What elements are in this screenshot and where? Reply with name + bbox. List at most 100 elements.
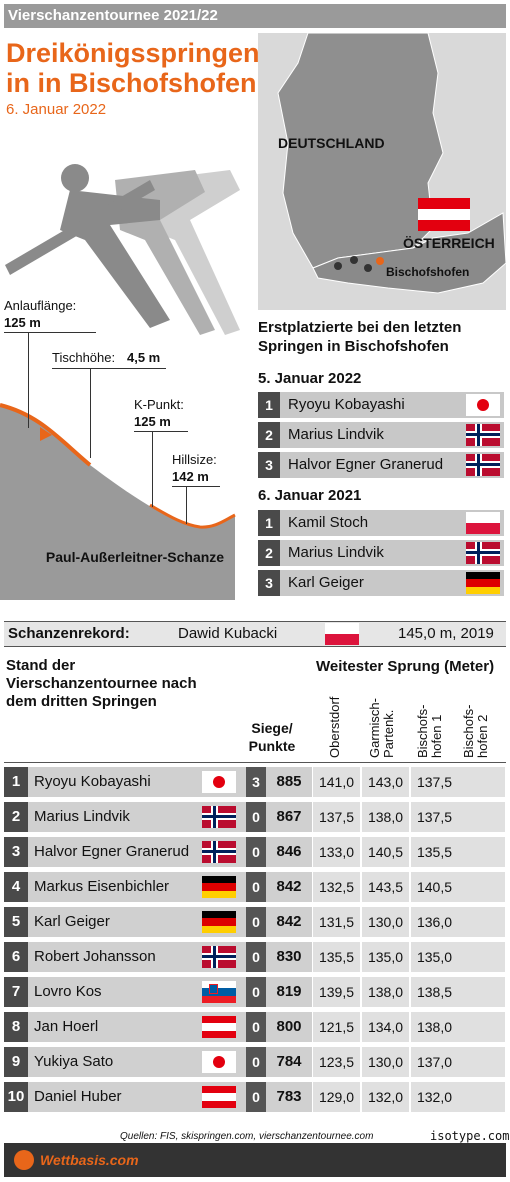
winner-row: 3 Karl Geiger <box>258 570 504 596</box>
row-name: Halvor Egner Granerud <box>34 843 190 860</box>
row-points: 842 <box>269 907 309 937</box>
map: DEUTSCHLAND ÖSTERREICH Bischofshofen <box>258 33 506 310</box>
winner-rank: 2 <box>258 540 280 566</box>
event-date: 6. Januar 2022 <box>6 101 107 118</box>
row-jump-1: 132,5 <box>313 872 360 902</box>
row-wins: 0 <box>246 977 266 1007</box>
winner-row: 1 Kamil Stoch <box>258 510 504 536</box>
row-rank: 10 <box>4 1082 28 1112</box>
flag-de <box>202 876 236 898</box>
row-rank: 2 <box>4 802 28 832</box>
row-jump-3: 138,5 <box>411 977 458 1007</box>
row-name: Karl Geiger <box>34 913 110 930</box>
kpunkt-label: K-Punkt: <box>134 397 184 412</box>
table-row: 9 Yukiya Sato 0 784 123,5 130,0 137,0 <box>4 1047 506 1077</box>
winner-row: 2 Marius Lindvik <box>258 422 504 448</box>
brand-icon <box>14 1150 34 1170</box>
tisch-label: Tischhöhe: <box>52 350 116 365</box>
hillsize-value: 142 m <box>172 469 209 484</box>
table-row: 8 Jan Hoerl 0 800 121,5 134,0 138,0 <box>4 1012 506 1042</box>
anlauf-value: 125 m <box>4 315 41 330</box>
row-name: Robert Johansson <box>34 948 156 965</box>
row-jump-2: 132,0 <box>362 1082 409 1112</box>
row-jump-3: 135,5 <box>411 837 458 867</box>
flag-jp <box>466 394 500 416</box>
row-jump-3: 135,0 <box>411 942 458 972</box>
winner-name: Kamil Stoch <box>288 514 369 531</box>
row-points: 784 <box>269 1047 309 1077</box>
row-jump-4 <box>458 1082 505 1112</box>
row-points: 830 <box>269 942 309 972</box>
row-jump-4 <box>458 942 505 972</box>
winner-name: Karl Geiger <box>288 574 364 591</box>
row-jump-3: 140,5 <box>411 872 458 902</box>
row-jump-2: 138,0 <box>362 802 409 832</box>
row-jump-4 <box>458 907 505 937</box>
row-wins: 0 <box>246 1012 266 1042</box>
country-label-de: DEUTSCHLAND <box>278 135 385 151</box>
winners-date-2: 6. Januar 2021 <box>258 487 362 504</box>
table-row: 4 Markus Eisenbichler 0 842 132,5 143,5 140,5 <box>4 872 506 902</box>
kpunkt-line <box>134 431 188 432</box>
row-wins: 0 <box>246 942 266 972</box>
series-header: Vierschanzentournee 2021/22 <box>4 4 506 28</box>
row-jump-3: 132,0 <box>411 1082 458 1112</box>
row-jump-1: 133,0 <box>313 837 360 867</box>
jumps-header: Weitester Sprung (Meter) <box>316 658 495 675</box>
table-row: 2 Marius Lindvik 0 867 137,5 138,0 137,5 <box>4 802 506 832</box>
row-wins: 0 <box>246 1047 266 1077</box>
flag-jp <box>202 771 236 793</box>
row-wins: 3 <box>246 767 266 797</box>
row-jump-4 <box>458 872 505 902</box>
winner-name: Ryoyu Kobayashi <box>288 396 405 413</box>
row-jump-2: 143,5 <box>362 872 409 902</box>
row-name: Marius Lindvik <box>34 808 130 825</box>
austria-flag <box>418 198 470 231</box>
row-rank: 9 <box>4 1047 28 1077</box>
hillsize-line <box>172 486 220 487</box>
col-header: Bischofs-hofen 2 <box>461 704 490 758</box>
brand-name: Wettbasis.com <box>40 1152 139 1168</box>
winners-date-1: 5. Januar 2022 <box>258 370 362 387</box>
row-jump-1: 121,5 <box>313 1012 360 1042</box>
flag-pl <box>466 512 500 534</box>
footer-bar: Wettbasis.com <box>4 1143 506 1177</box>
col-header: Oberstdorf <box>327 696 342 758</box>
col-header: Bischofs-hofen 1 <box>415 704 444 758</box>
winner-rank: 2 <box>258 422 280 448</box>
flag-no <box>466 542 500 564</box>
row-name: Jan Hoerl <box>34 1018 99 1035</box>
row-wins: 0 <box>246 802 266 832</box>
winner-row: 3 Halvor Egner Granerud <box>258 452 504 478</box>
row-jump-3: 137,5 <box>411 802 458 832</box>
row-name: Markus Eisenbichler <box>34 878 170 895</box>
ski-jumper-illustration <box>5 164 240 335</box>
row-jump-2: 135,0 <box>362 942 409 972</box>
row-jump-1: 123,5 <box>313 1047 360 1077</box>
row-jump-3: 138,0 <box>411 1012 458 1042</box>
winner-rank: 3 <box>258 570 280 596</box>
table-row: 1 Ryoyu Kobayashi 3 885 141,0 143,0 137,5 <box>4 767 506 797</box>
winner-name: Marius Lindvik <box>288 426 384 443</box>
winner-rank: 1 <box>258 392 280 418</box>
page-title: Dreikönigsspringen in in Bischofshofen <box>6 38 260 98</box>
flag-no <box>202 946 236 968</box>
table-row: 6 Robert Johansson 0 830 135,5 135,0 135,0 <box>4 942 506 972</box>
anlauf-leader <box>28 332 29 428</box>
city-label: Bischofshofen <box>386 265 470 279</box>
row-name: Ryoyu Kobayashi <box>34 773 151 790</box>
anlauf-label: Anlauflänge: <box>4 298 77 313</box>
row-jump-1: 135,5 <box>313 942 360 972</box>
row-jump-1: 139,5 <box>313 977 360 1007</box>
col-header: Garmisch-Partenk. <box>367 698 396 758</box>
row-wins: 0 <box>246 872 266 902</box>
standings-title: Stand der Vierschanzentournee nach dem d… <box>6 657 197 710</box>
row-jump-1: 141,0 <box>313 767 360 797</box>
winners-title: Erstplatzierte bei den letzten Springen … <box>258 319 462 355</box>
tisch-leader <box>90 368 91 458</box>
wins-points-header: Siege/ Punkte <box>248 720 296 754</box>
winner-row: 1 Ryoyu Kobayashi <box>258 392 504 418</box>
hill-name: Paul-Außerleitner-Schanze <box>45 549 225 565</box>
flag-no <box>466 424 500 446</box>
row-jump-3: 137,0 <box>411 1047 458 1077</box>
